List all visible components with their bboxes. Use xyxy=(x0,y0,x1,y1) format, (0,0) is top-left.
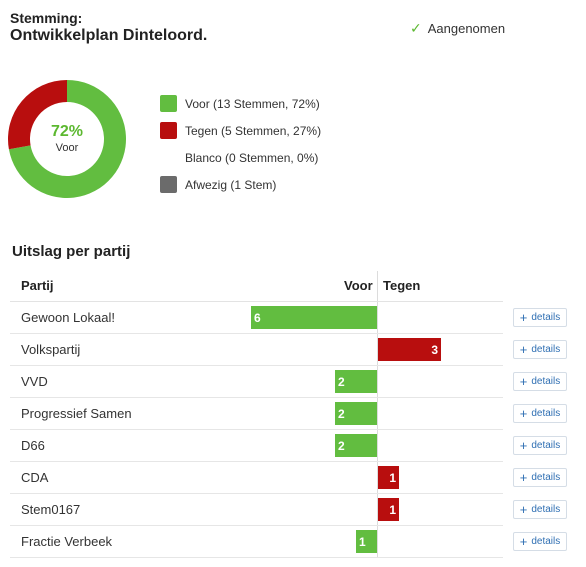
details-label: details xyxy=(531,504,561,515)
donut-slice-voor xyxy=(8,80,126,198)
bar-voor: 6 xyxy=(251,306,377,329)
legend-label: Afwezig (1 Stem) xyxy=(185,177,277,192)
table-row: CDA 1 xyxy=(10,462,503,494)
details-label: details xyxy=(531,312,561,323)
details-label: details xyxy=(531,440,561,451)
bar-voor-label: 2 xyxy=(338,438,345,453)
party-name: VVD xyxy=(21,374,48,389)
table-row: VVD 2 xyxy=(10,366,503,398)
legend-swatch xyxy=(160,95,177,112)
plus-icon: + xyxy=(519,374,528,389)
legend-swatch xyxy=(160,176,177,193)
details-button[interactable]: + details xyxy=(513,500,567,519)
details-button[interactable]: + details xyxy=(513,340,567,359)
bar-voor: 2 xyxy=(335,434,377,457)
bar-tegen: 1 xyxy=(378,466,399,489)
party-name: Volkspartij xyxy=(21,342,81,357)
table-row: Gewoon Lokaal! 6 xyxy=(10,302,503,334)
column-header-party: Partij xyxy=(21,278,54,293)
table-row: Volkspartij 3 xyxy=(10,334,503,366)
party-name: D66 xyxy=(21,438,45,453)
bar-voor-label: 1 xyxy=(359,534,366,549)
column-header-voor: Voor xyxy=(344,278,373,293)
donut-slice-tegen xyxy=(8,80,67,150)
party-name: Progressief Samen xyxy=(21,406,132,421)
details-label: details xyxy=(531,408,561,419)
legend-label: Voor (13 Stemmen, 72%) xyxy=(185,96,320,111)
legend-item-tegen: Tegen (5 Stemmen, 27%) xyxy=(160,117,321,144)
details-label: details xyxy=(531,344,561,355)
bar-voor: 1 xyxy=(356,530,377,553)
table-header: Partij Voor Tegen xyxy=(10,271,503,302)
bar-tegen: 3 xyxy=(378,338,441,361)
plus-icon: + xyxy=(519,438,528,453)
bar-voor: 2 xyxy=(335,402,377,425)
legend: Voor (13 Stemmen, 72%) Tegen (5 Stemmen,… xyxy=(160,90,321,198)
table-row: Progressief Samen 2 xyxy=(10,398,503,430)
bar-tegen-label: 3 xyxy=(431,342,438,357)
details-button[interactable]: + details xyxy=(513,308,567,327)
details-button[interactable]: + details xyxy=(513,468,567,487)
table-row: Fractie Verbeek 1 xyxy=(10,526,503,558)
section-title: Uitslag per partij xyxy=(12,243,131,260)
details-label: details xyxy=(531,536,561,547)
status-badge: ✓ Aangenomen xyxy=(410,20,505,37)
bar-tegen-label: 1 xyxy=(389,470,396,485)
table-row: D66 2 xyxy=(10,430,503,462)
details-button[interactable]: + details xyxy=(513,404,567,423)
vote-label: Stemming: xyxy=(10,10,83,26)
party-name: Gewoon Lokaal! xyxy=(21,310,115,325)
details-label: details xyxy=(531,472,561,483)
table-row: Stem0167 1 xyxy=(10,494,503,526)
page-title: Ontwikkelplan Dinteloord. xyxy=(10,27,208,44)
column-header-tegen: Tegen xyxy=(383,278,421,293)
details-button[interactable]: + details xyxy=(513,532,567,551)
bar-voor: 2 xyxy=(335,370,377,393)
legend-label: Tegen (5 Stemmen, 27%) xyxy=(185,123,322,138)
details-button[interactable]: + details xyxy=(513,372,567,391)
party-name: CDA xyxy=(21,470,49,485)
party-name: Fractie Verbeek xyxy=(21,534,113,549)
status-text: Aangenomen xyxy=(427,21,506,36)
plus-icon: + xyxy=(519,342,528,357)
legend-item-voor: Voor (13 Stemmen, 72%) xyxy=(160,90,321,117)
party-table: Partij Voor Tegen Gewoon Lokaal! 6 Volkspa… xyxy=(10,271,503,558)
plus-icon: + xyxy=(519,310,528,325)
zero-axis xyxy=(377,271,378,557)
table-body: Gewoon Lokaal! 6 Volkspartij 3 VVD 2 Progressi… xyxy=(10,302,503,558)
legend-item-afwezig: Afwezig (1 Stem) xyxy=(160,171,321,198)
bar-voor-label: 2 xyxy=(338,406,345,421)
legend-swatch xyxy=(160,122,177,139)
bar-tegen: 1 xyxy=(378,498,399,521)
legend-item-blanco: Blanco (0 Stemmen, 0%) xyxy=(160,144,321,171)
party-name: Stem0167 xyxy=(21,502,81,517)
plus-icon: + xyxy=(519,502,528,517)
check-icon: ✓ xyxy=(410,20,422,36)
bar-tegen-label: 1 xyxy=(389,502,396,517)
plus-icon: + xyxy=(519,470,528,485)
details-button[interactable]: + details xyxy=(513,436,567,455)
details-label: details xyxy=(531,376,561,387)
bar-voor-label: 6 xyxy=(254,310,261,325)
plus-icon: + xyxy=(519,534,528,549)
bar-voor-label: 2 xyxy=(338,374,345,389)
legend-swatch xyxy=(160,149,177,166)
legend-label: Blanco (0 Stemmen, 0%) xyxy=(185,150,319,165)
plus-icon: + xyxy=(519,406,528,421)
donut-chart xyxy=(8,80,126,198)
